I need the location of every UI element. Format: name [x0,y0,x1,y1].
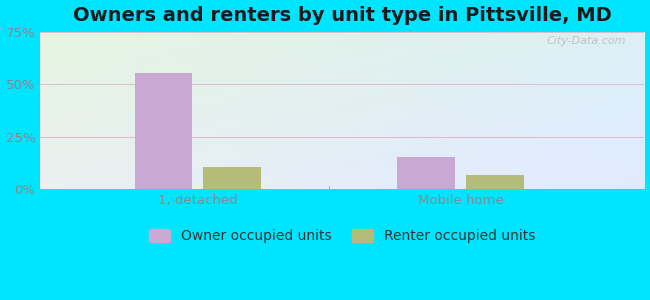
Bar [135,73,192,189]
Title: Owners and renters by unit type in Pittsville, MD: Owners and renters by unit type in Pitts… [73,6,612,25]
Text: City-Data.com: City-Data.com [547,36,627,46]
Bar [397,157,455,189]
Bar [203,167,261,189]
Legend: Owner occupied units, Renter occupied units: Owner occupied units, Renter occupied un… [144,224,541,249]
Bar [466,175,523,189]
